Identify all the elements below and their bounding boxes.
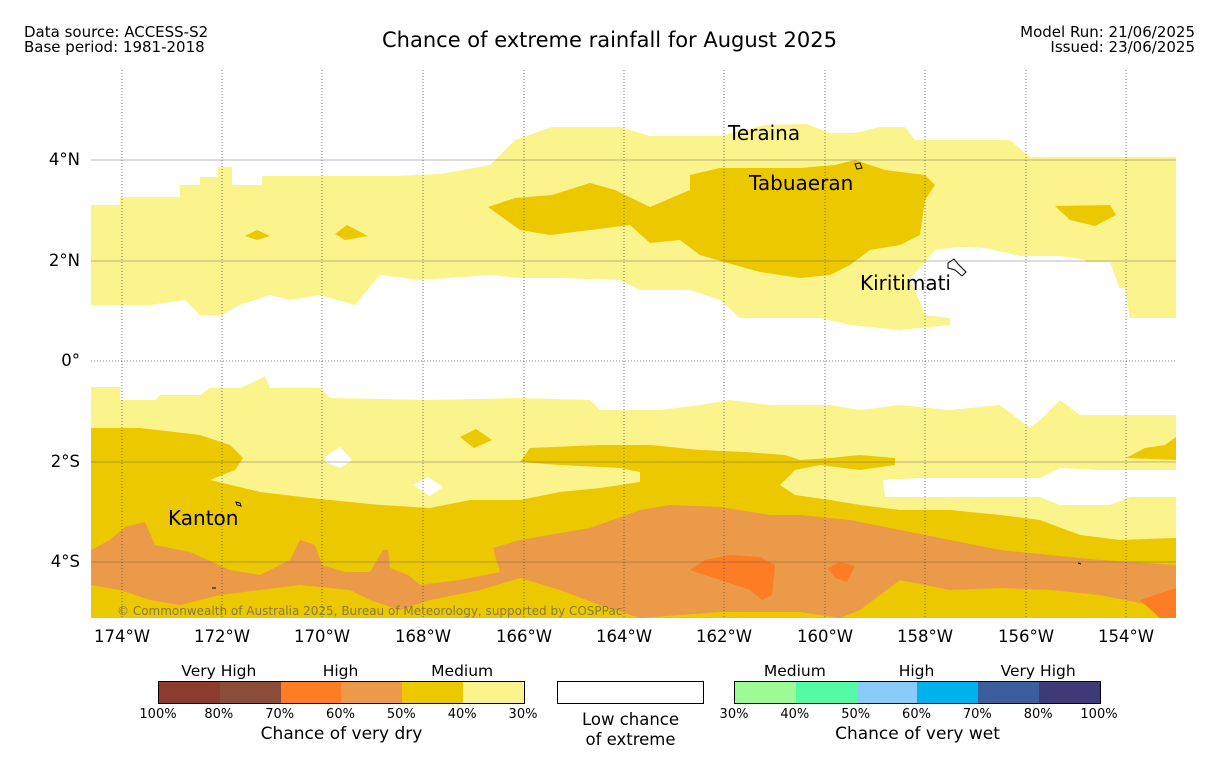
wet-legend-colorbar [734, 681, 1101, 704]
legend-swatch [463, 682, 524, 703]
longitude-tick-label: 174°W [93, 627, 151, 646]
header-right: Model Run: 21/06/2025 Issued: 23/06/2025 [1020, 25, 1195, 55]
longitude-tick-label: 162°W [695, 627, 753, 646]
low-chance-swatch [557, 681, 704, 704]
low-chance-east-gap [1060, 262, 1176, 358]
legend-swatch [978, 682, 1040, 703]
kiritimati-island [947, 258, 967, 277]
legend-category-label: High [898, 662, 935, 680]
legend-swatch [856, 682, 918, 703]
longitude-tick-label: 170°W [293, 627, 351, 646]
place-label-teraina: Teraina [728, 121, 801, 145]
header-left: Data source: ACCESS-S2 Base period: 1981… [24, 25, 208, 55]
longitude-tick-label: 158°W [896, 627, 954, 646]
legend-swatch [795, 682, 857, 703]
place-label-kiritimati: Kiritimati [860, 271, 951, 295]
latitude-tick-label: 4°N [48, 150, 80, 169]
dry-medium-small-patch-4 [460, 429, 492, 448]
issued-text: Issued: 23/06/2025 [1050, 38, 1195, 56]
dry-high-core-3 [1140, 588, 1176, 618]
legend-percent-label: 40% [780, 707, 810, 722]
legend-percent-label: 30% [719, 707, 749, 722]
data-source-text: Data source: ACCESS-S2 [24, 23, 209, 41]
legend-percent-label: 40% [447, 707, 477, 722]
low-chance-patch-1 [325, 447, 352, 468]
place-label-kanton: Kanton [168, 506, 239, 530]
latitude-tick-label: 0° [61, 351, 80, 370]
legend-category-label: High [322, 662, 359, 680]
legend-percent-label: 100% [1080, 707, 1118, 722]
dry-medium-small-patch-2 [335, 225, 368, 240]
place-label-tabuaeran: Tabuaeran [749, 171, 854, 195]
latitude-tick-label: 2°N [48, 251, 80, 270]
legend-swatch [917, 682, 979, 703]
legend-swatch [341, 682, 403, 703]
legend-percent-label: 30% [508, 707, 538, 722]
legend-percent-label: 60% [326, 707, 355, 722]
low-chance-line1: Low chance [581, 710, 680, 729]
low-chance-line2: of extreme [585, 730, 676, 749]
dry-medium-small-patch-1 [245, 230, 270, 240]
legend-percent-label: 70% [265, 707, 295, 722]
legend-percent-label: 50% [841, 707, 871, 722]
longitude-tick-label: 168°W [394, 627, 452, 646]
base-period-text: Base period: 1981-2018 [24, 38, 205, 56]
legend-swatch [159, 682, 220, 703]
low-chance-patch-3 [883, 468, 1176, 505]
small-island-2 [1077, 562, 1082, 565]
dry-medium-small-patch-3 [1055, 205, 1116, 226]
legend-swatch [219, 682, 281, 703]
longitude-tick-label: 160°W [796, 627, 854, 646]
longitude-tick-label: 172°W [193, 627, 251, 646]
legend-swatch [735, 682, 796, 703]
rainfall-contours [91, 124, 1176, 618]
legend-swatch [1039, 682, 1100, 703]
legend-percent-label: 80% [204, 707, 234, 722]
dry-high-band [91, 505, 1176, 618]
model-run-text: Model Run: 21/06/2025 [1020, 23, 1195, 41]
dry-legend-title: Chance of very dry [260, 724, 423, 744]
longitude-tick-label: 154°W [1097, 627, 1155, 646]
longitude-tick-label: 166°W [495, 627, 553, 646]
copyright-credit: © Commonwealth of Australia 2025, Bureau… [117, 604, 623, 618]
tabuaeran-island [854, 162, 863, 170]
legend-category-label: Medium [763, 662, 826, 680]
longitude-tick-label: 164°W [595, 627, 653, 646]
legend-swatch [402, 682, 464, 703]
legend-category-label: Very High [1000, 662, 1076, 680]
wet-legend-title: Chance of very wet [835, 724, 1000, 744]
latitude-tick-label: 2°S [50, 452, 80, 471]
legend-percent-label: 80% [1023, 707, 1053, 722]
legend-percent-label: 50% [386, 707, 416, 722]
dry-legend-colorbar [158, 681, 525, 704]
legend-percent-label: 60% [902, 707, 931, 722]
legend-percent-label: 100% [139, 707, 177, 722]
island-outlines [212, 162, 1082, 589]
legend-percent-label: 70% [962, 707, 992, 722]
dry-medium-north-core [488, 160, 935, 278]
kanton-island [235, 501, 242, 507]
dry-high-core-2 [828, 562, 855, 582]
low-chance-label: Low chance of extreme [557, 710, 704, 750]
map-gridlines [91, 70, 1176, 618]
map-title: Chance of extreme rainfall for August 20… [382, 28, 837, 52]
dry-medium-small-patch-5 [1126, 437, 1176, 460]
legend-swatch [280, 682, 342, 703]
low-chance-patch-2 [413, 477, 443, 496]
latitude-tick-label: 4°S [50, 552, 80, 571]
longitude-tick-label: 156°W [997, 627, 1055, 646]
legend-category-label: Very High [181, 662, 257, 680]
dry-high-core-1 [690, 555, 775, 600]
legend-category-label: Medium [431, 662, 494, 680]
